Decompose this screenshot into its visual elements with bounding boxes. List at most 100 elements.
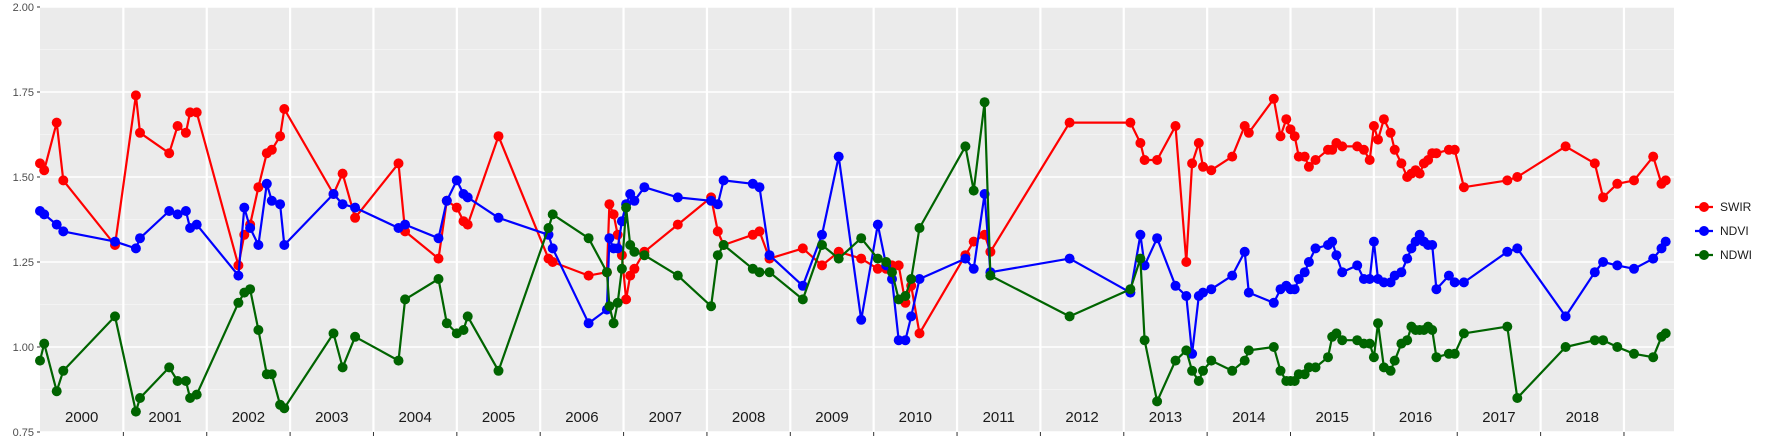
- data-point-swir: [462, 219, 473, 230]
- data-point-swir: [797, 243, 808, 254]
- data-point-ndvi: [1427, 240, 1438, 250]
- data-point-ndvi: [1170, 280, 1181, 291]
- data-point-ndvi: [1368, 236, 1379, 247]
- data-point-ndwi: [881, 257, 892, 267]
- data-point-swir: [1660, 175, 1671, 186]
- data-point-ndwi: [279, 403, 290, 414]
- data-point-swir: [1170, 121, 1181, 131]
- data-point-ndwi: [1449, 348, 1460, 359]
- data-point-ndvi: [833, 151, 844, 162]
- data-point-ndwi: [1170, 355, 1181, 366]
- data-point-ndwi: [1598, 335, 1609, 346]
- data-point-ndwi: [887, 267, 897, 278]
- data-point-swir: [164, 148, 175, 159]
- x-axis: 2000 2001 2002 2003 2004 2005 2006 2007 2008 2009…: [65, 409, 1625, 436]
- data-point-ndvi: [58, 226, 69, 237]
- data-point-swir: [1414, 168, 1425, 179]
- legend-key-point: [1699, 250, 1709, 260]
- y-axis: 0.75 1.00 1.25 1.50 1.75 2.00: [13, 2, 40, 439]
- data-point-swir: [583, 270, 594, 281]
- y-tick-label: 1.50: [13, 172, 34, 184]
- year-label: 2014: [1232, 409, 1265, 426]
- data-point-ndvi: [441, 195, 452, 206]
- data-point-ndvi: [718, 175, 729, 186]
- data-point-ndvi: [1181, 291, 1192, 301]
- data-point-ndvi: [754, 182, 765, 193]
- data-point-swir: [1364, 155, 1375, 165]
- data-point-swir: [135, 127, 145, 138]
- data-point-ndvi: [1396, 267, 1407, 278]
- data-point-swir: [1358, 144, 1369, 155]
- data-point-ndvi: [1331, 250, 1342, 261]
- data-point-swir: [39, 165, 50, 176]
- data-point-ndwi: [906, 274, 917, 284]
- data-point-swir: [893, 260, 904, 271]
- data-point-ndvi: [1589, 267, 1600, 278]
- data-point-ndwi: [1331, 328, 1342, 339]
- data-point-ndvi: [191, 219, 202, 230]
- y-tick-label: 1.25: [13, 257, 34, 269]
- data-point-swir: [1198, 161, 1208, 172]
- data-point-ndvi: [400, 219, 411, 230]
- data-point-swir: [604, 199, 615, 210]
- data-point-swir: [621, 294, 632, 305]
- data-point-ndvi: [1598, 257, 1609, 267]
- data-point-ndwi: [621, 202, 632, 213]
- data-point-ndwi: [1275, 365, 1286, 376]
- data-point-ndvi: [337, 199, 348, 210]
- data-point-ndwi: [1181, 345, 1192, 356]
- data-point-swir: [1560, 141, 1571, 152]
- year-label: 2016: [1399, 409, 1432, 426]
- year-label: 2011: [983, 409, 1015, 426]
- data-point-ndwi: [110, 311, 120, 322]
- year-label: 2010: [899, 409, 932, 426]
- data-point-ndwi: [35, 355, 45, 366]
- data-point-ndvi: [1512, 243, 1523, 254]
- data-point-ndvi: [51, 219, 62, 230]
- data-point-ndwi: [433, 274, 444, 284]
- data-point-ndwi: [1193, 376, 1204, 386]
- data-point-ndvi: [261, 178, 272, 189]
- data-point-swir: [1193, 138, 1204, 148]
- y-tick-label: 1.00: [13, 342, 34, 354]
- data-point-ndwi: [172, 376, 183, 386]
- data-point-swir: [1310, 155, 1321, 165]
- data-point-ndvi: [180, 206, 191, 216]
- data-point-swir: [1449, 144, 1460, 155]
- data-point-swir: [1512, 172, 1523, 182]
- data-point-ndvi: [172, 209, 183, 220]
- data-point-ndvi: [1629, 263, 1639, 274]
- data-point-swir: [1589, 158, 1600, 169]
- data-point-swir: [350, 212, 361, 223]
- data-point-swir: [1139, 155, 1150, 165]
- data-point-ndvi: [1352, 260, 1363, 271]
- data-point-ndvi: [1458, 277, 1469, 288]
- data-point-swir: [1458, 182, 1469, 193]
- legend-label: NDVI: [1720, 224, 1749, 238]
- data-point-swir: [1368, 121, 1379, 131]
- data-point-ndvi: [639, 182, 650, 193]
- data-point-swir: [1385, 127, 1396, 138]
- data-point-ndwi: [583, 233, 594, 244]
- data-point-ndvi: [1268, 297, 1279, 308]
- data-point-ndwi: [337, 362, 348, 373]
- data-point-ndvi: [1502, 246, 1513, 257]
- data-point-ndvi: [245, 223, 256, 233]
- year-label: 2007: [649, 409, 682, 426]
- data-point-swir: [856, 253, 867, 264]
- data-point-ndwi: [1660, 328, 1671, 339]
- data-point-swir: [914, 328, 925, 339]
- data-point-ndvi: [130, 243, 141, 254]
- data-point-ndvi: [451, 175, 462, 186]
- data-point-swir: [1206, 165, 1217, 176]
- data-point-ndwi: [1239, 355, 1250, 366]
- data-point-ndwi: [1139, 335, 1150, 346]
- data-point-swir: [191, 107, 202, 118]
- data-point-swir: [1337, 141, 1348, 152]
- data-point-ndwi: [1323, 352, 1333, 363]
- data-point-ndwi: [706, 301, 717, 312]
- data-point-ndvi: [1303, 257, 1314, 267]
- series-ndwi: [35, 97, 1671, 417]
- data-point-ndvi: [672, 192, 683, 203]
- data-point-ndvi: [872, 219, 883, 230]
